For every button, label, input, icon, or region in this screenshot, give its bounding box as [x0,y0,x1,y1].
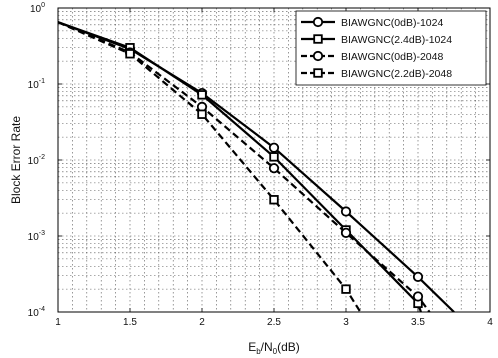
series-4 [58,21,362,312]
x-tick-labels: 1 1.5 2 2.5 3 3.5 4 [55,317,493,328]
data-point [197,109,207,119]
data-point [340,227,352,238]
data-point [340,206,352,217]
y-tick-label: 10-1 [28,78,45,91]
series-layer [58,21,455,312]
legend-label: BIAWGNC(2.4dB)-1024 [341,34,452,46]
legend-entry: BIAWGNC(0dB)-2048 [301,50,443,63]
data-point [268,142,280,153]
legend-label: BIAWGNC(0dB)-2048 [341,51,443,63]
y-tick-label: 10-3 [28,230,45,243]
x-axis-label: Eb/N0(dB) [248,340,300,356]
data-point [269,152,279,162]
legend: BIAWGNC(0dB)-1024 BIAWGNC(2.4dB)-1024 BIAW… [295,10,487,86]
y-tick-labels: 100 10-1 10-2 10-3 10-4 [28,2,45,319]
data-point [125,49,135,59]
legend-entry: BIAWGNC(0dB)-1024 [301,16,443,29]
y-tick-label: 100 [30,2,45,15]
data-point [412,271,424,282]
tick-marks [57,7,491,313]
data-point [197,90,207,100]
legend-marker [313,68,323,78]
y-tick-label: 10-4 [28,306,45,319]
data-point [268,163,280,174]
data-point [412,291,424,302]
x-tick-label: 2 [199,317,205,328]
legend-marker [313,34,323,44]
legend-entry: BIAWGNC(2.4dB)-1024 [301,34,452,46]
legend-label: BIAWGNC(2.2dB)-2048 [341,68,452,80]
data-point [269,195,279,205]
x-tick-label: 4 [487,317,493,328]
legend-entry: BIAWGNC(2.2dB)-2048 [301,68,452,80]
legend-label: BIAWGNC(0dB)-1024 [341,17,443,29]
x-tick-label: 2.5 [267,317,281,328]
data-point [341,284,351,294]
x-tick-label: 3 [343,317,349,328]
x-tick-label: 3.5 [411,317,425,328]
y-axis-label: Block Error Rate [9,116,23,204]
y-tick-label: 10-2 [28,154,45,167]
x-tick-label: 1.5 [123,317,137,328]
x-tick-label: 1 [55,317,61,328]
legend-marker [312,16,324,28]
legend-box [295,10,487,86]
legend-marker [312,50,324,62]
